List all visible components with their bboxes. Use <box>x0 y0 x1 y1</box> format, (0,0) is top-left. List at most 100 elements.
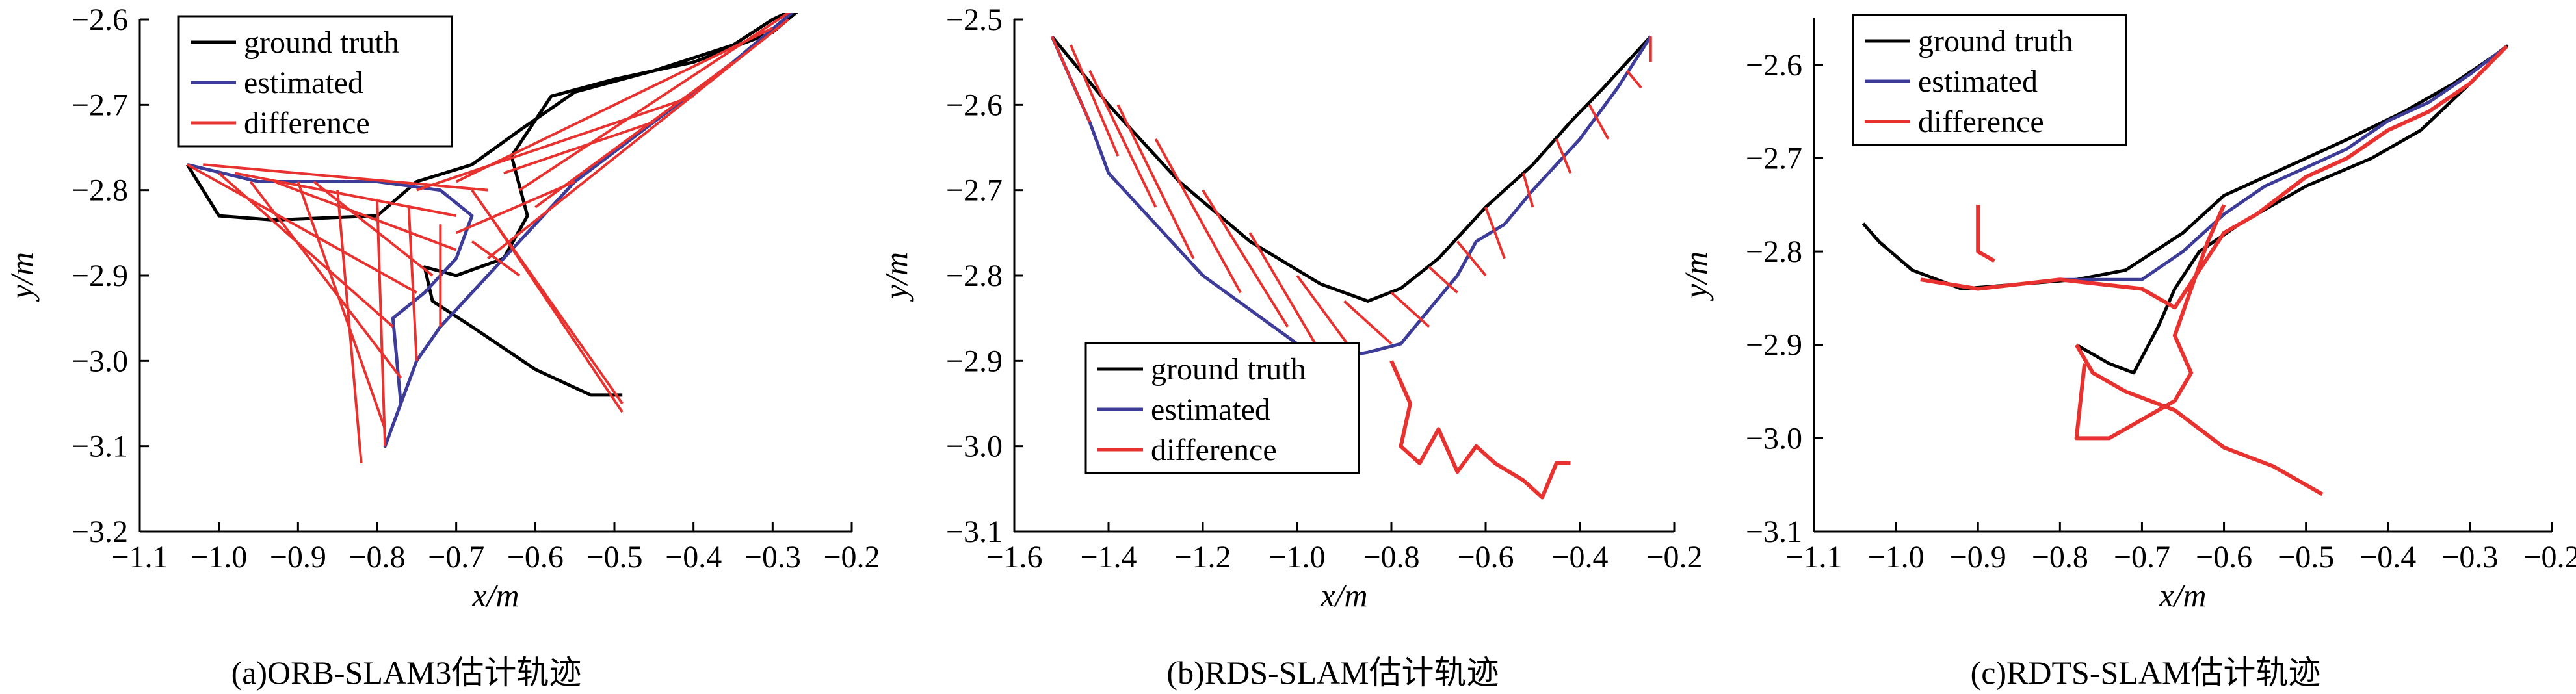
difference-segment <box>203 163 488 192</box>
series-difference <box>1389 360 1571 500</box>
y-tick-label: −2.6 <box>946 88 1003 122</box>
chart-b: −1.6 −1.4 −1.2 −1.0 −0.8 −0.6 −0.4 −0.2 −3.1 −3.0… <box>878 3 1703 613</box>
y-tick-label: −3.0 <box>946 430 1003 464</box>
x-tick-label: −0.8 <box>1363 540 1419 574</box>
x-tick-label: −1.0 <box>1868 540 1925 574</box>
x-tick-label: −0.6 <box>507 540 564 574</box>
x-tick-label: −0.2 <box>2523 540 2576 574</box>
legend: ground truth estimated difference <box>1084 342 1360 474</box>
legend-label: estimated <box>1151 392 1270 427</box>
x-tick-label: −0.6 <box>2196 540 2252 574</box>
x-axis-label: x/m <box>2159 577 2206 613</box>
legend: ground truth estimated difference <box>177 15 453 148</box>
series-estimated <box>1050 35 1652 363</box>
x-tick-label: −0.2 <box>1646 540 1702 574</box>
plot-area <box>185 13 798 464</box>
difference-segment <box>274 180 457 251</box>
difference-segment <box>1588 104 1610 140</box>
x-tick-label: −0.3 <box>744 540 801 574</box>
difference-segment <box>1343 300 1393 345</box>
y-tick-label: −3.1 <box>946 515 1003 549</box>
difference-segment <box>1522 172 1534 208</box>
x-tick-label: −0.5 <box>586 540 642 574</box>
difference-segment <box>1116 104 1195 259</box>
difference-segment <box>376 198 387 446</box>
series-difference <box>2074 204 2226 441</box>
y-axis-label: y/m <box>878 252 914 302</box>
series-difference <box>2075 344 2324 496</box>
x-tick-label: −1.0 <box>191 540 247 574</box>
difference-segment <box>1296 274 1355 353</box>
x-axis-label: x/m <box>1320 577 1367 613</box>
difference-segment <box>487 18 789 260</box>
legend-label: difference <box>1151 433 1277 467</box>
difference-segment <box>249 181 402 379</box>
caption-a: (a)ORB-SLAM3估计轨迹 <box>231 654 582 691</box>
difference-segment <box>1428 266 1458 294</box>
x-tick-label: −0.4 <box>2359 540 2416 574</box>
y-axis-label: y/m <box>1677 251 1714 302</box>
y-tick-label: −2.6 <box>1746 48 1802 83</box>
y-tick-label: −2.7 <box>946 174 1003 208</box>
difference-segment <box>234 172 457 218</box>
difference-segment <box>1625 70 1642 89</box>
y-tick-label: −3.0 <box>1746 421 1802 456</box>
chart-a: −1.1 −1.0 −0.9 −0.8 −0.7 −0.6 −0.5 −0.4 −0.3 −0.2… <box>3 3 880 613</box>
chart-c: −1.1 −1.0 −0.9 −0.8 −0.7 −0.6 −0.5 −0.4 −0.3 −0.2… <box>1677 14 2576 613</box>
series-estimated <box>187 13 795 448</box>
series-difference <box>1976 205 1995 263</box>
x-tick-label: −1.1 <box>111 540 168 574</box>
y-tick-label: −2.8 <box>946 259 1003 293</box>
difference-segment <box>455 27 774 183</box>
y-axis-label: y/m <box>3 252 40 302</box>
x-tick-label: −1.6 <box>986 540 1042 574</box>
difference-segment <box>1248 232 1327 362</box>
y-tick-label: −3.2 <box>72 515 128 549</box>
y-tick-label: −2.8 <box>1746 235 1802 269</box>
y-tick-label: −2.9 <box>72 259 128 293</box>
y-tick-label: −2.7 <box>1746 141 1802 175</box>
series-difference <box>1920 44 2508 310</box>
difference-segment <box>1484 207 1506 259</box>
difference-segment <box>313 180 434 277</box>
x-tick-label: −0.8 <box>348 540 405 574</box>
y-tick-label: −2.9 <box>946 344 1003 378</box>
difference-segment <box>1154 138 1242 294</box>
difference-segment <box>471 240 521 277</box>
legend-label: ground truth <box>1151 352 1306 387</box>
legend-label: estimated <box>1918 64 2038 99</box>
x-tick-label: −0.9 <box>270 540 326 574</box>
x-tick-label: −1.0 <box>1268 540 1325 574</box>
difference-segment <box>1202 189 1289 328</box>
x-tick-label: −0.7 <box>2114 540 2170 574</box>
y-tick-label: −2.8 <box>72 174 128 208</box>
difference-segment <box>416 95 694 192</box>
caption-b: (b)RDS-SLAM估计轨迹 <box>1166 654 1499 691</box>
difference-segment <box>518 13 791 192</box>
difference-segment <box>534 61 734 209</box>
series-ground-truth <box>1051 35 1652 303</box>
x-tick-label: −1.4 <box>1080 540 1137 574</box>
caption-c: (c)RDTS-SLAM估计轨迹 <box>1970 654 2321 691</box>
y-tick-label: −2.9 <box>1746 328 1802 363</box>
plot-area <box>1861 44 2509 496</box>
x-tick-label: −0.5 <box>2278 540 2334 574</box>
difference-segment <box>503 120 655 175</box>
y-tick-label: −2.7 <box>72 88 128 122</box>
y-tick-label: −2.5 <box>946 3 1003 37</box>
difference-segment <box>336 190 363 464</box>
y-tick-label: −2.6 <box>72 3 128 37</box>
x-tick-label: −0.7 <box>428 540 484 574</box>
legend-label: ground truth <box>1918 24 2073 58</box>
x-tick-label: −1.2 <box>1174 540 1231 574</box>
legend-label: difference <box>1918 105 2044 139</box>
difference-segment <box>218 172 394 328</box>
difference-segment <box>1390 291 1430 328</box>
x-axis-label: x/m <box>471 577 519 613</box>
x-tick-label: −0.4 <box>1551 540 1608 574</box>
y-tick-label: −3.1 <box>1746 515 1802 549</box>
x-tick-label: −0.4 <box>665 540 722 574</box>
y-tick-label: −3.1 <box>72 430 128 464</box>
y-tick-label: −3.0 <box>72 344 128 378</box>
